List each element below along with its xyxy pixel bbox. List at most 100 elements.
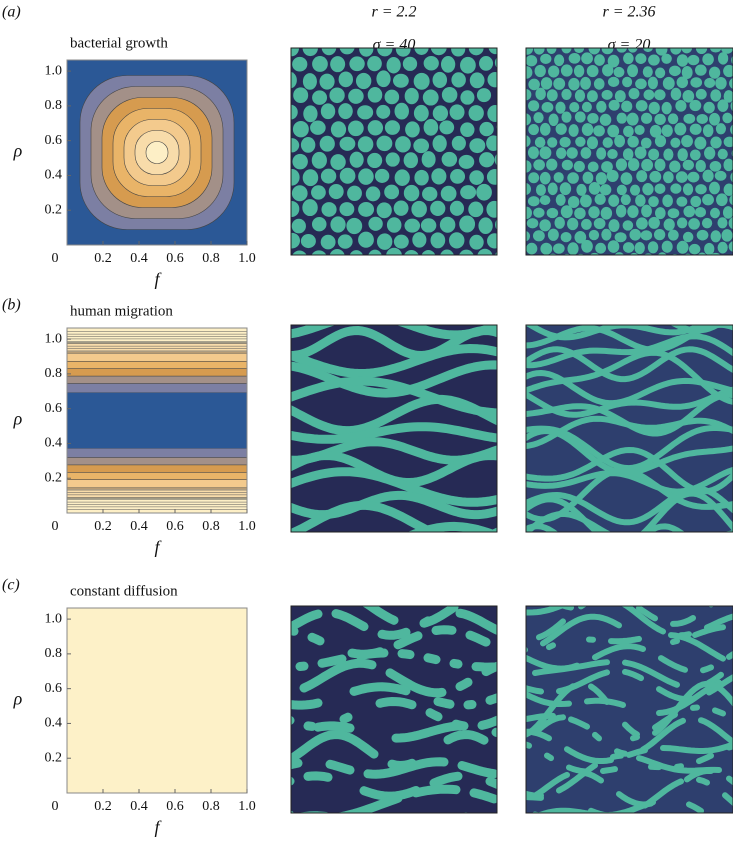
stripe (526, 346, 733, 383)
spot (348, 88, 364, 104)
stripe (526, 370, 733, 407)
spot (312, 56, 328, 72)
spot (689, 99, 702, 112)
spot (620, 172, 633, 185)
spot (528, 123, 539, 136)
spot (622, 220, 634, 231)
spot (553, 77, 566, 90)
pattern-image (291, 606, 497, 813)
spot (403, 152, 419, 169)
spot (534, 136, 546, 148)
spot (394, 265, 409, 280)
spot (662, 76, 675, 90)
spot (655, 48, 668, 56)
spot (596, 100, 607, 113)
spot (655, 207, 666, 220)
spot (614, 252, 624, 255)
spot (689, 123, 702, 135)
spot (670, 183, 682, 194)
spot (582, 171, 594, 184)
spot (623, 52, 634, 65)
spot (430, 200, 446, 217)
spot (626, 112, 639, 126)
spot (384, 184, 400, 200)
spot (441, 86, 458, 103)
spot (677, 148, 688, 162)
spot (554, 216, 565, 229)
spot (430, 232, 446, 249)
spot (468, 105, 484, 121)
stripe (299, 658, 497, 698)
spot (414, 48, 429, 55)
x-tick-label: 0.6 (166, 251, 184, 266)
y-tick-label: 0.2 (45, 470, 63, 485)
spot (291, 218, 306, 234)
spot (460, 122, 475, 137)
spot (567, 217, 579, 231)
spot (722, 206, 733, 219)
spot (513, 147, 524, 158)
y-tick-label: 0.6 (45, 133, 63, 148)
spot (541, 101, 554, 113)
spot (412, 232, 427, 248)
spot (376, 233, 393, 250)
spot (526, 66, 533, 79)
spot (723, 90, 733, 103)
spot (560, 231, 572, 243)
plot-frame (66, 59, 248, 246)
spot (386, 247, 402, 255)
stripe (526, 776, 733, 813)
spot (358, 231, 374, 248)
spot (440, 55, 456, 73)
spot (393, 200, 409, 216)
x-tick-label: 0.8 (202, 799, 220, 814)
stripe (526, 466, 733, 495)
spot (526, 135, 531, 148)
spot (676, 217, 688, 229)
spot (555, 101, 566, 114)
panel-title: human migration (70, 303, 173, 319)
spot (527, 146, 539, 159)
stripe (407, 521, 497, 532)
spot (311, 250, 327, 255)
stripe (367, 325, 373, 326)
spot (460, 90, 475, 105)
spot (547, 137, 558, 148)
spot (533, 159, 545, 171)
spot (449, 200, 465, 216)
x-axis-label: f (154, 817, 162, 837)
spot (420, 218, 437, 233)
spot (635, 100, 648, 112)
spot (627, 205, 639, 218)
spot (478, 217, 493, 235)
spot (291, 200, 300, 218)
spot (647, 241, 659, 254)
spot (275, 185, 289, 199)
spot (580, 194, 592, 208)
spot (532, 230, 545, 242)
spot (539, 146, 552, 160)
spot (508, 182, 520, 194)
spot (596, 147, 607, 160)
spot (312, 90, 328, 105)
stripe (536, 606, 733, 641)
spot (291, 71, 297, 89)
spot (266, 104, 281, 120)
spot (690, 149, 701, 161)
spot (486, 135, 497, 151)
spot (477, 248, 493, 255)
plot-frame (66, 327, 248, 514)
stripe (526, 668, 733, 703)
spot (643, 48, 653, 53)
spot (608, 194, 620, 207)
spot (431, 168, 447, 185)
spot (648, 101, 660, 115)
stripe (526, 333, 733, 369)
spot (636, 170, 648, 183)
spot (392, 73, 409, 88)
spot (311, 151, 327, 169)
spot (600, 206, 613, 220)
spot (460, 185, 477, 200)
spot (496, 123, 497, 131)
spot (616, 184, 627, 196)
